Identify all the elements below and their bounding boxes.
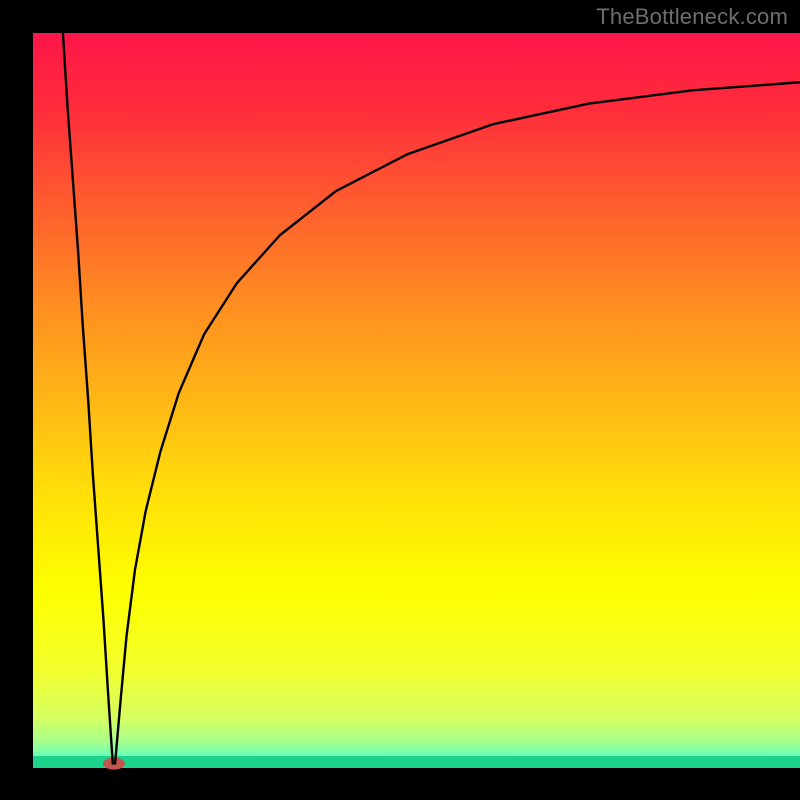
watermark-label: TheBottleneck.com [596,4,788,30]
chart-container: TheBottleneck.com [0,0,800,800]
bottleneck-chart [0,0,800,800]
plot-area [33,33,800,768]
green-strip [33,756,800,768]
